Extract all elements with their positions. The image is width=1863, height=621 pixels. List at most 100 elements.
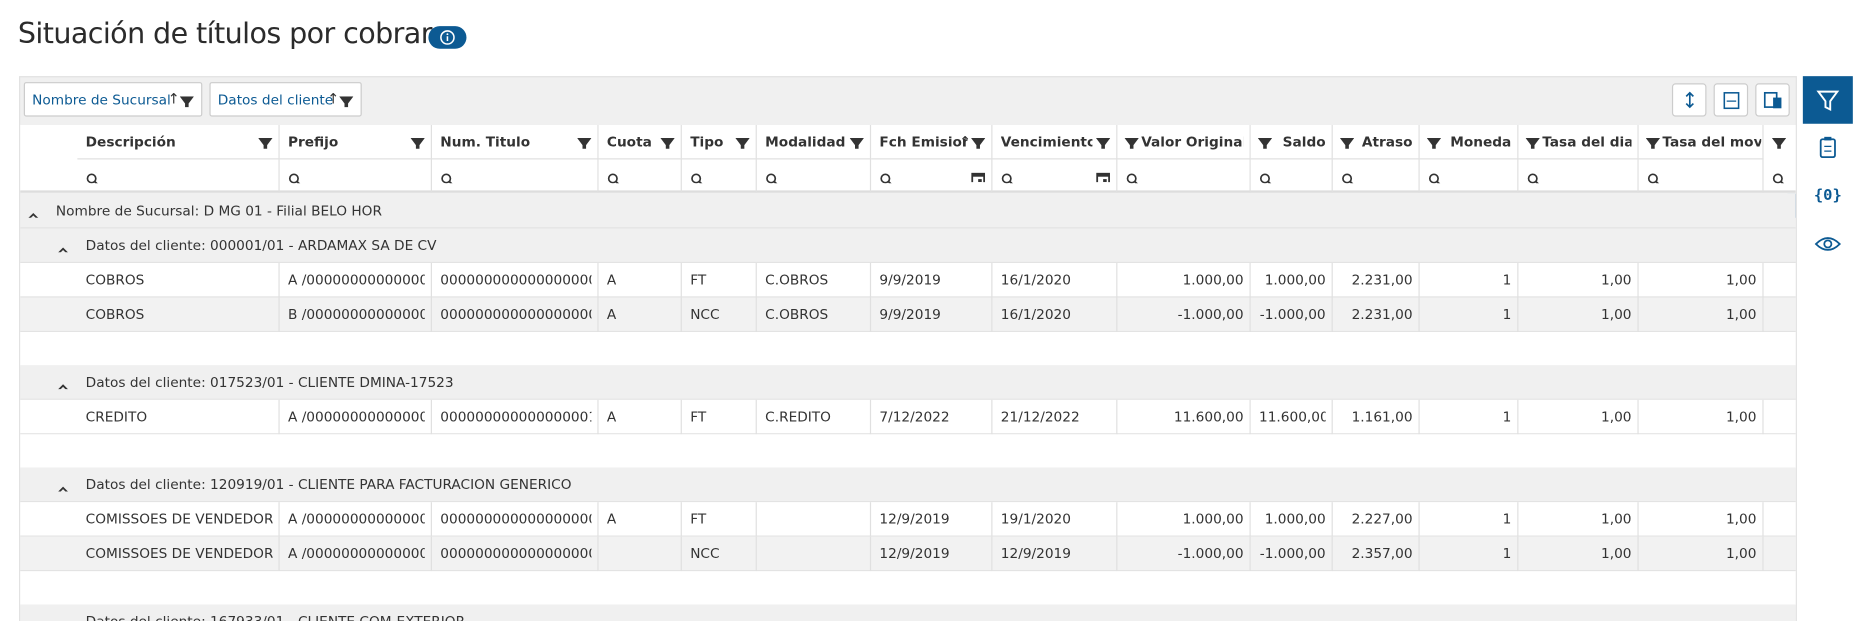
cell-divider	[1331, 262, 1333, 298]
filter-icon[interactable]	[410, 134, 425, 149]
cell: 1.161,00	[1351, 408, 1413, 425]
filter-icon[interactable]	[971, 134, 986, 149]
calendar-icon[interactable]	[971, 168, 986, 183]
column-header[interactable]: Vencimiento	[1000, 133, 1093, 150]
cell-divider	[1517, 297, 1519, 333]
column-header[interactable]: Valor Original	[1141, 133, 1244, 150]
search-icon	[765, 169, 779, 184]
column-header[interactable]: Moneda	[1450, 133, 1512, 150]
filter-icon[interactable]	[577, 134, 592, 149]
filter-row-line	[77, 158, 280, 160]
cell-divider	[1637, 399, 1639, 435]
cell-divider	[869, 399, 872, 435]
cell-divider	[1116, 536, 1118, 572]
filter-icon[interactable]	[1645, 134, 1661, 149]
search-icon	[1647, 169, 1661, 184]
cell-divider	[1418, 536, 1420, 572]
group-chip-label[interactable]: Datos del cliente	[217, 91, 334, 109]
group-chip-label[interactable]: Nombre de Sucursal	[32, 91, 171, 109]
column-header[interactable]: Tipo	[690, 133, 724, 150]
group-chip[interactable]	[23, 82, 203, 117]
cell-divider	[680, 399, 682, 435]
search-icon	[1001, 169, 1015, 184]
cell-divider	[1762, 262, 1764, 298]
export-button[interactable]	[1713, 83, 1749, 117]
cell: 1,00	[1725, 408, 1757, 425]
toolbar-button[interactable]	[1671, 83, 1707, 117]
cell: 1	[1502, 510, 1512, 528]
filter-row-line	[1250, 158, 1333, 160]
cell: 9/9/2019	[879, 305, 941, 323]
cell: 1.000,00	[1182, 271, 1244, 288]
cell: 7/12/2022	[879, 408, 950, 425]
calendar-icon[interactable]	[1096, 168, 1110, 183]
filter-icon[interactable]	[1771, 134, 1787, 149]
group-chip[interactable]	[209, 82, 362, 117]
collapse-icon[interactable]	[26, 206, 40, 218]
cell: 2.227,00	[1351, 510, 1413, 528]
cell-divider	[1637, 536, 1639, 572]
cell-divider	[597, 502, 599, 537]
collapse-icon[interactable]	[56, 377, 70, 390]
cell: A /00000000000000	[287, 545, 425, 562]
view-tab[interactable]	[1803, 228, 1853, 259]
filter-icon[interactable]	[660, 134, 675, 149]
filter-icon[interactable]	[179, 93, 194, 108]
column-header[interactable]: Tasa del dia	[1542, 133, 1632, 150]
filter-icon[interactable]	[1095, 134, 1111, 149]
column-header[interactable]: Modalidad	[765, 133, 846, 150]
variables-tab[interactable]: {0}	[1803, 179, 1853, 210]
cell: 1	[1502, 271, 1512, 288]
info-button[interactable]	[428, 26, 467, 49]
cell-divider	[991, 297, 993, 333]
filter-icon[interactable]	[1426, 134, 1442, 149]
column-header[interactable]: Saldo	[1282, 133, 1326, 150]
cell-divider	[1116, 297, 1118, 333]
filter-icon[interactable]	[258, 134, 273, 149]
column-header[interactable]: Num. Titulo	[440, 133, 531, 150]
filter-icon[interactable]	[849, 134, 864, 149]
collapse-icon[interactable]	[56, 616, 70, 621]
column-header[interactable]: Prefijo	[287, 133, 339, 150]
search-icon	[288, 169, 302, 184]
filter-icon[interactable]	[1257, 134, 1273, 149]
column-header[interactable]: Tasa del mov...	[1662, 133, 1762, 150]
cell-divider	[680, 297, 682, 333]
cell: 1,00	[1601, 408, 1632, 425]
filter-icon[interactable]	[1525, 134, 1540, 149]
filter-row-line	[431, 158, 599, 160]
column-header[interactable]: Fch Emision	[879, 133, 968, 150]
data-row	[20, 399, 1796, 435]
clipboard-tab[interactable]	[1803, 131, 1853, 167]
filter-icon[interactable]	[735, 134, 750, 149]
filter-icon[interactable]	[1339, 134, 1355, 149]
collapse-icon[interactable]	[56, 240, 70, 253]
filter-icon[interactable]	[339, 93, 354, 108]
cell: 1,00	[1725, 305, 1757, 323]
columns-button[interactable]	[1755, 83, 1790, 117]
cell-divider	[1517, 536, 1519, 572]
filter-tab[interactable]	[1802, 76, 1853, 124]
filter-row-line	[279, 158, 432, 160]
search-icon	[86, 169, 100, 184]
column-header[interactable]: Atraso	[1361, 133, 1413, 150]
column-header[interactable]: Descripción	[85, 133, 176, 150]
data-row	[20, 262, 1796, 298]
cell-divider	[1517, 502, 1519, 537]
cell: -1.000,00	[1259, 305, 1326, 323]
cell-divider	[1637, 262, 1639, 298]
cell: B /00000000000000 A	[287, 305, 425, 323]
cell-divider	[1637, 297, 1639, 333]
collapse-icon[interactable]	[56, 480, 70, 492]
cell-divider	[1249, 297, 1251, 333]
cell-divider	[1517, 262, 1519, 298]
cell: 16/1/2020	[1000, 305, 1071, 323]
cell-divider	[278, 536, 280, 572]
column-header[interactable]: Cuota	[606, 133, 652, 150]
cell-divider	[755, 502, 757, 537]
cell: 11.600,00	[1259, 408, 1326, 425]
filter-icon[interactable]	[1124, 134, 1139, 149]
cell: A	[606, 408, 617, 425]
cell-divider	[1116, 262, 1118, 298]
spacer-row	[20, 332, 1796, 367]
